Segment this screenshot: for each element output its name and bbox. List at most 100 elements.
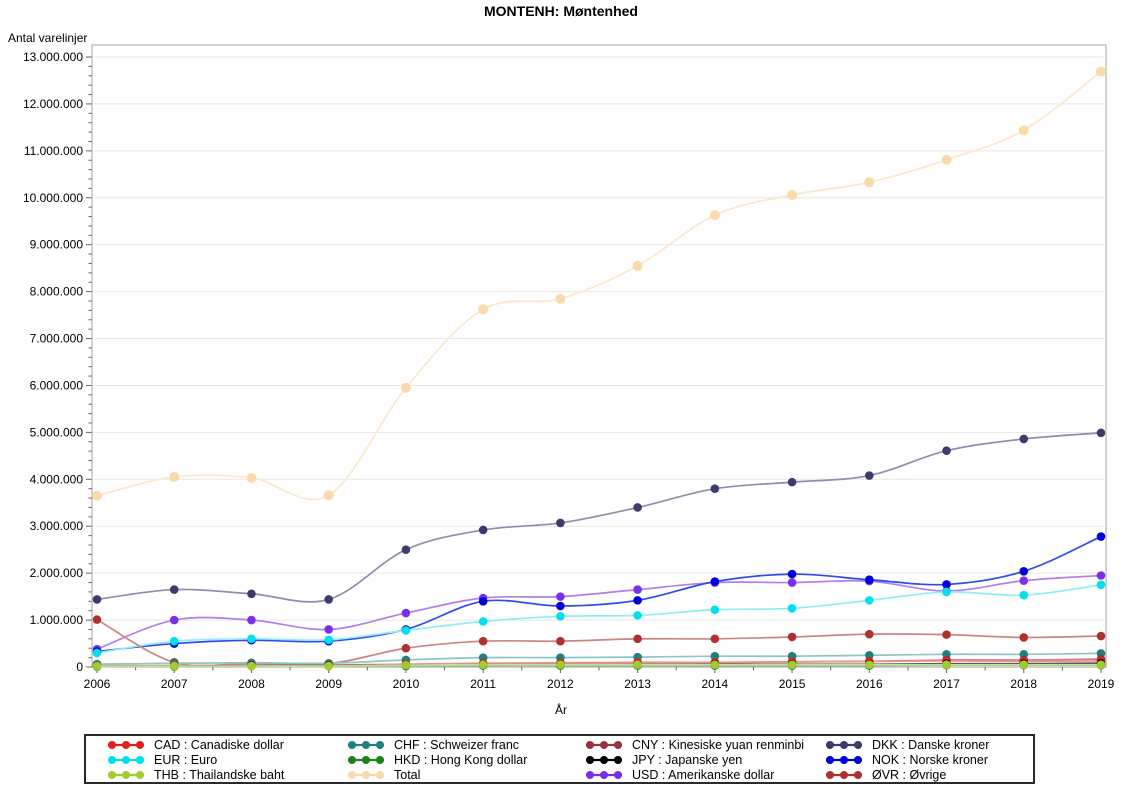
series-marker-ØVR: [942, 630, 951, 639]
legend-item-EUR: EUR : Euro: [106, 752, 346, 767]
series-marker-THB: [787, 660, 797, 669]
series-marker-EUR: [247, 634, 256, 644]
series-marker-EUR: [1019, 590, 1029, 600]
y-tick-label: 0: [76, 660, 83, 674]
legend-series-swatch-icon: [826, 755, 862, 764]
legend-label: CHF : Schweizer franc: [394, 737, 520, 752]
series-marker-NOK: [1096, 532, 1106, 541]
series-marker-DKK: [633, 503, 642, 512]
legend-series-swatch-icon: [586, 740, 622, 749]
y-tick-label: 7.000.000: [30, 332, 84, 346]
legend-label: NOK : Norske kroner: [872, 752, 989, 767]
legend: CAD : Canadiske dollar EUR : Euro THB : Th…: [84, 734, 1035, 784]
x-tick-label: 2006: [84, 677, 111, 691]
series-marker-DKK: [324, 595, 333, 604]
plot-frame: [91, 44, 1107, 668]
y-tick-label: 8.000.000: [30, 285, 84, 299]
x-tick-label: 2019: [1088, 677, 1115, 691]
series-marker-EUR: [401, 626, 411, 635]
series-line-EUR: [96, 584, 1102, 654]
legend-label: DKK : Danske kroner: [872, 737, 990, 752]
legend-series-swatch-icon: [348, 740, 384, 749]
y-axis-title: Antal varelinjer: [8, 31, 88, 45]
series-marker-NOK: [942, 580, 951, 589]
series-marker-Total: [400, 382, 411, 393]
series-marker-Total: [941, 154, 952, 165]
series-marker-USD: [401, 608, 411, 618]
series-marker-NOK: [710, 577, 720, 586]
series-marker-NOK: [1019, 566, 1029, 576]
series-marker-ØVR: [865, 629, 874, 639]
series-marker-CHF: [710, 651, 720, 661]
series-marker-DKK: [942, 446, 951, 455]
series-line-THB: [97, 663, 1101, 667]
series-marker-EUR: [556, 612, 565, 621]
series-marker-THB: [1019, 660, 1029, 669]
x-axis-title: År: [555, 703, 567, 717]
series-line-DKK: [96, 432, 1102, 603]
series-marker-USD: [169, 615, 179, 625]
series-marker-DKK: [556, 518, 565, 528]
x-tick-label: 2017: [933, 677, 960, 691]
y-tick-label: 6.000.000: [30, 378, 84, 392]
plot-area: 0 1.000.000 2.000.000 3.000.000 4.000.000 5.0…: [23, 44, 1115, 691]
series-marker-NOK: [478, 597, 488, 606]
series-marker-EUR: [324, 635, 333, 645]
series-marker-THB: [247, 661, 256, 671]
y-tick-label: 12.000.000: [23, 97, 83, 111]
y-tick-label: 3.000.000: [30, 519, 84, 533]
legend-item-USD: USD : Amerikanske dollar: [584, 767, 824, 782]
series-marker-CHF: [865, 650, 874, 660]
series-marker-DKK: [710, 484, 720, 493]
series-marker-Total: [1096, 66, 1106, 77]
series-marker-USD: [1096, 571, 1106, 580]
series-marker-EUR: [787, 604, 797, 613]
legend-item-CHF: CHF : Schweizer franc: [346, 737, 584, 752]
series-marker-EUR: [92, 648, 102, 658]
legend-label: USD : Amerikanske dollar: [632, 767, 775, 782]
series-marker-EUR: [633, 611, 642, 620]
series-marker-THB: [324, 661, 333, 671]
series-marker-ØVR: [92, 615, 102, 624]
series-marker-ØVR: [1096, 631, 1106, 641]
series-marker-Total: [1018, 125, 1029, 136]
series-marker-EUR: [865, 596, 874, 605]
x-tick-label: 2010: [393, 677, 420, 691]
legend-label: CAD : Canadiske dollar: [154, 737, 284, 752]
y-tick-label: 2.000.000: [30, 566, 84, 580]
series-marker-Total: [709, 210, 720, 221]
series-marker-USD: [324, 625, 333, 634]
series-marker-DKK: [169, 585, 179, 594]
x-tick-label: 2011: [470, 677, 496, 691]
x-tick-label: 2016: [856, 677, 883, 691]
legend-item-ØVR: ØVR : Øvrige: [824, 767, 1057, 782]
legend-series-swatch-icon: [108, 740, 144, 749]
series-marker-ØVR: [787, 632, 797, 642]
x-tick-label: 2015: [779, 677, 806, 691]
series-marker-DKK: [787, 477, 797, 487]
series-marker-Total: [323, 490, 334, 501]
legend-item-THB: THB : Thailandske baht: [106, 767, 346, 782]
legend-series-swatch-icon: [108, 770, 144, 779]
series-marker-THB: [710, 660, 720, 669]
y-tick-label: 1.000.000: [30, 613, 84, 627]
series-marker-EUR: [478, 617, 488, 626]
series-marker-NOK: [787, 569, 797, 579]
y-tick-label: 11.000.000: [24, 144, 83, 158]
series-marker-EUR: [169, 636, 179, 646]
series-marker-USD: [556, 592, 565, 601]
series-marker-THB: [92, 661, 102, 671]
legend-label: HKD : Hong Kong dollar: [394, 752, 528, 767]
series-marker-THB: [556, 660, 565, 669]
legend-label: ØVR : Øvrige: [872, 767, 947, 782]
series-marker-EUR: [710, 605, 720, 615]
legend-item-CNY: CNY : Kinesiske yuan renminbi: [584, 737, 824, 752]
series-marker-Total: [787, 189, 798, 200]
series-marker-THB: [401, 660, 411, 670]
series-marker-Total: [632, 260, 643, 271]
series-marker-NOK: [633, 596, 642, 605]
legend-series-swatch-icon: [108, 755, 144, 764]
series-marker-DKK: [92, 595, 102, 604]
series-marker-USD: [1019, 576, 1029, 585]
legend-label: Total: [394, 767, 421, 782]
